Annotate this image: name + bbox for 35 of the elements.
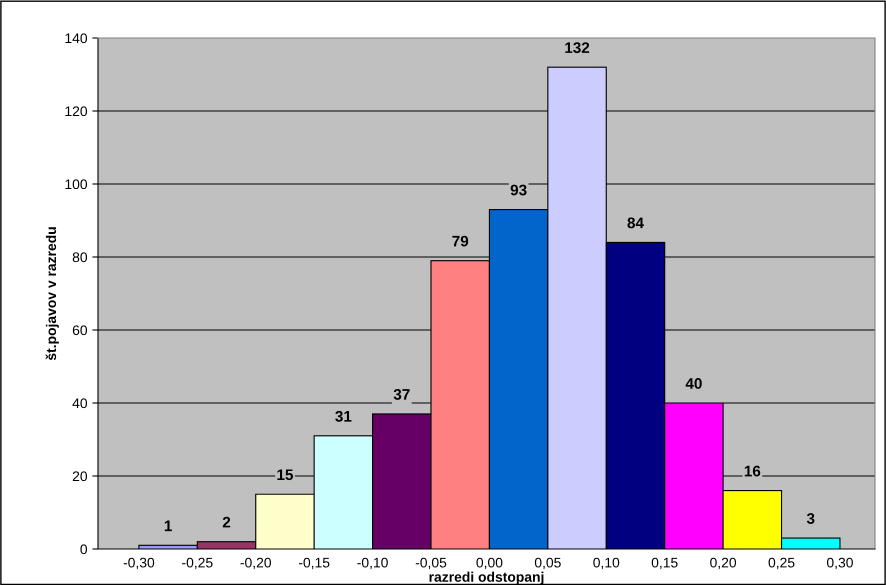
data-label: 37 bbox=[394, 389, 410, 400]
data-label: 16 bbox=[744, 466, 760, 476]
data-label: 132 bbox=[565, 42, 590, 54]
x-tick-label: 0,10 bbox=[593, 558, 620, 570]
x-axis-title: razredi odstopanj bbox=[430, 572, 544, 585]
data-label: 1 bbox=[164, 520, 172, 532]
x-tick-label: 0,25 bbox=[768, 558, 794, 570]
x-tick-label: -0,25 bbox=[182, 558, 213, 570]
data-label: 2 bbox=[222, 516, 230, 528]
y-tick-label: 120 bbox=[65, 106, 88, 116]
x-tick-label: -0,05 bbox=[416, 558, 446, 570]
x-tick-label: 0,30 bbox=[826, 558, 853, 570]
y-tick-label: 0 bbox=[80, 544, 88, 554]
x-tick-label: -0,30 bbox=[124, 558, 154, 570]
x-tick-label: -0,15 bbox=[298, 558, 330, 570]
data-label: 93 bbox=[510, 184, 527, 196]
x-tick-label: 0,15 bbox=[652, 558, 678, 570]
y-tick-label: 60 bbox=[72, 325, 88, 336]
data-label: 84 bbox=[627, 217, 644, 228]
x-tick-label: -0,20 bbox=[240, 558, 272, 570]
data-label: 15 bbox=[277, 469, 294, 480]
y-tick-label: 140 bbox=[65, 33, 88, 44]
x-tick-label: 0,20 bbox=[710, 558, 736, 570]
data-label: 79 bbox=[452, 236, 468, 247]
x-tick-label: 0,00 bbox=[476, 558, 502, 570]
y-tick-label: 100 bbox=[65, 179, 88, 190]
data-label: 3 bbox=[806, 513, 814, 524]
x-tick-label: 0,05 bbox=[534, 558, 561, 570]
y-axis-title: št.pojavov v razredu bbox=[46, 227, 59, 360]
y-tick-label: 20 bbox=[72, 471, 88, 482]
y-tick-label: 40 bbox=[72, 398, 88, 408]
data-label: 31 bbox=[335, 410, 352, 422]
y-tick-label: 80 bbox=[72, 252, 88, 262]
data-label: 40 bbox=[686, 378, 702, 389]
x-tick-label: -0,10 bbox=[357, 558, 388, 570]
